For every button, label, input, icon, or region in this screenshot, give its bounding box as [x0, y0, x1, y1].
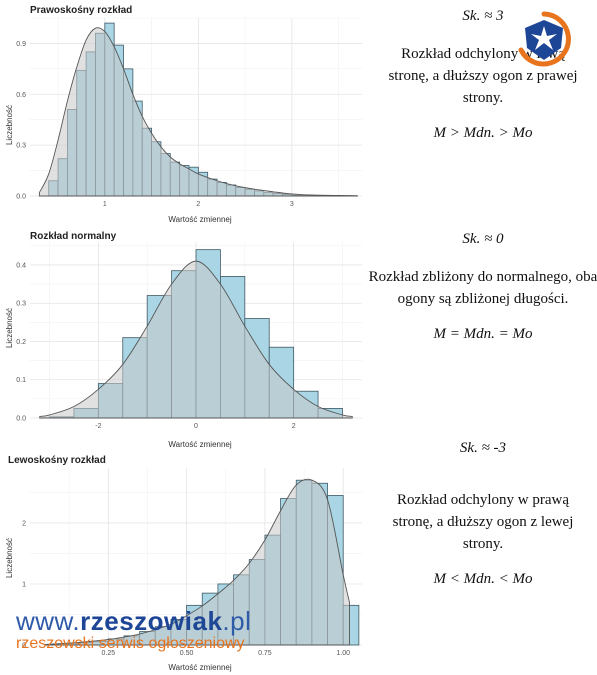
x-axis-label: Wartość zmiennej	[168, 440, 232, 449]
x-ticks: -2 0 2	[95, 423, 295, 430]
y-tick-label: 0.2	[16, 339, 26, 346]
cross-shield-logo-icon	[518, 11, 571, 67]
x-tick-label: -2	[95, 423, 101, 430]
chart-title: Rozkład normalny	[30, 231, 117, 242]
x-tick-label: 0	[194, 423, 198, 430]
y-tick-label: 2	[22, 520, 26, 527]
density-area	[39, 260, 353, 419]
y-tick-label: 0.0	[16, 194, 26, 201]
description-text: Rozkład zbliżony do normalnego, oba ogon…	[368, 269, 597, 307]
x-tick-label: 3	[290, 201, 294, 208]
y-ticks: 0 1 2	[22, 520, 26, 649]
y-tick-label: 0.0	[16, 416, 26, 423]
x-tick-label: 2	[196, 201, 200, 208]
watermark-name: rzeszowiak	[80, 606, 223, 636]
chart-title: Lewoskośny rozkład	[8, 455, 106, 466]
y-tick-label: 0.3	[16, 301, 26, 308]
chart-normal: Rozkład normalny 0.0 0.1 0.2 0.3 0.4 -2 0 2 Li…	[5, 231, 362, 449]
description-normal: Sk. ≈ 0 Rozkład zbliżony do normalnego, …	[368, 231, 597, 343]
chart-left-skewed: Lewoskośny rozkład 012 0.25 0.50 0.75 1.00 …	[5, 455, 362, 672]
x-ticks: 1 2 3	[103, 201, 294, 208]
x-tick-label: 0.75	[258, 650, 272, 657]
y-axis-label: Liczebność	[5, 308, 14, 348]
watermark-suffix: .pl	[222, 606, 252, 636]
x-axis-label: Wartość zmiennej	[168, 663, 232, 672]
x-ticks: 0.25 0.50 0.75 1.00	[101, 650, 350, 657]
watermark-url: www.rzeszowiak.pl	[16, 606, 251, 637]
watermark: www.rzeszowiak.pl rzeszowski serwis ogło…	[16, 606, 251, 653]
x-tick-label: 2	[292, 423, 296, 430]
density-area	[38, 27, 358, 197]
y-tick-label: 0.9	[16, 41, 26, 48]
y-tick-label: 0.1	[16, 377, 26, 384]
central-tendency-relation: M < Mdn. < Mo	[433, 571, 533, 587]
skewness-value: Sk. ≈ 3	[462, 8, 504, 24]
density-curve	[38, 27, 358, 197]
watermark-prefix: www.	[16, 606, 81, 636]
y-tick-label: 1	[22, 581, 26, 588]
y-tick-label: 0.4	[16, 262, 26, 269]
y-axis-label: Liczebność	[5, 105, 14, 145]
y-axis-label: Liczebność	[5, 538, 14, 578]
y-tick-label: 0.6	[16, 92, 26, 99]
chart-right-skewed: Prawoskośny rozkład 0.0 0.3 0.6 0.9 1 2 3 Lic…	[5, 5, 362, 224]
skewness-value: Sk. ≈ -3	[459, 440, 507, 456]
y-tick-label: 0	[22, 643, 26, 650]
x-tick-label: 1	[103, 201, 107, 208]
density-curve	[45, 478, 350, 646]
description-left-skewed: Sk. ≈ -3 Rozkład odchylony w prawą stron…	[368, 440, 597, 588]
x-tick-label: 0.50	[180, 650, 194, 657]
watermark-tagline: rzeszowski serwis ogłoszeniowy	[16, 635, 245, 652]
y-ticks: 0.0 0.1 0.2 0.3 0.4	[16, 262, 26, 422]
skewness-value: Sk. ≈ 0	[462, 231, 504, 247]
y-tick-label: 0.3	[16, 143, 26, 150]
x-tick-label: 0.25	[101, 650, 115, 657]
description-text: Rozkład odchylony w prawą stronę, a dłuż…	[392, 492, 574, 552]
x-axis-label: Wartość zmiennej	[168, 215, 232, 224]
x-tick-label: 1.00	[336, 650, 350, 657]
central-tendency-relation: M > Mdn. > Mo	[433, 125, 533, 141]
chart-title: Prawoskośny rozkład	[30, 5, 132, 16]
y-ticks: 0.0 0.3 0.6 0.9	[16, 41, 26, 201]
density-area	[45, 478, 350, 646]
density-curve	[39, 260, 353, 419]
central-tendency-relation: M = Mdn. = Mo	[433, 326, 533, 342]
